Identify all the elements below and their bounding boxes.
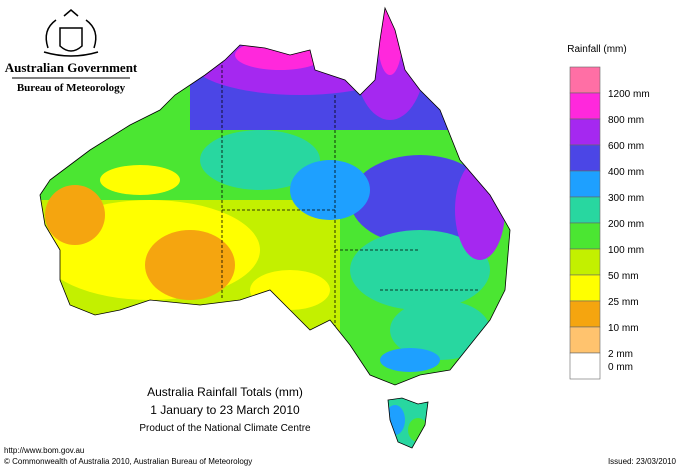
legend-label: 10 mm — [608, 323, 639, 334]
legend-label: 1200 mm — [608, 89, 650, 100]
government: Australian Government — [5, 60, 138, 75]
coastline — [39, 6, 511, 386]
map-product: Product of the National Climate Centre — [139, 423, 311, 434]
coat-of-arms — [43, 9, 99, 57]
legend-label: 0 mm — [608, 362, 633, 373]
legend-swatch — [569, 92, 601, 120]
legend-swatch — [569, 196, 601, 224]
map-title: Australia Rainfall Totals (mm) — [147, 385, 303, 399]
legend-label: 25 mm — [608, 297, 639, 308]
legend-swatch — [569, 274, 601, 302]
legend-swatch — [569, 66, 601, 94]
legend-label: 200 mm — [608, 219, 644, 230]
legend-swatch — [569, 300, 601, 328]
legend-label: 400 mm — [608, 167, 644, 178]
tasmania-coast — [387, 397, 429, 449]
copyright: © Commonwealth of Australia 2010, Austra… — [4, 457, 252, 466]
map-period: 1 January to 23 March 2010 — [150, 403, 300, 417]
legend-label: 300 mm — [608, 193, 644, 204]
legend-title: Rainfall (mm) — [567, 44, 626, 55]
legend-label: 800 mm — [608, 115, 644, 126]
legend-swatch — [569, 326, 601, 354]
legend-swatch — [569, 118, 601, 146]
issued: Issued: 23/03/2010 — [608, 457, 677, 466]
bureau: Bureau of Meteorology — [17, 82, 126, 94]
legend-label: 100 mm — [608, 245, 644, 256]
legend-swatch — [569, 352, 601, 380]
legend-label: 2 mm — [608, 349, 633, 360]
legend-label: 50 mm — [608, 271, 639, 282]
legend-label: 600 mm — [608, 141, 644, 152]
url: http://www.bom.gov.au — [4, 446, 84, 455]
tasmania — [388, 398, 428, 448]
legend-swatch — [569, 222, 601, 250]
legend: 1200 mm 800 mm 600 mm 400 mm 300 mm 200 mm 100… — [569, 66, 650, 380]
legend-swatch — [569, 144, 601, 172]
legend-swatch — [569, 248, 601, 276]
legend-swatch — [569, 170, 601, 198]
